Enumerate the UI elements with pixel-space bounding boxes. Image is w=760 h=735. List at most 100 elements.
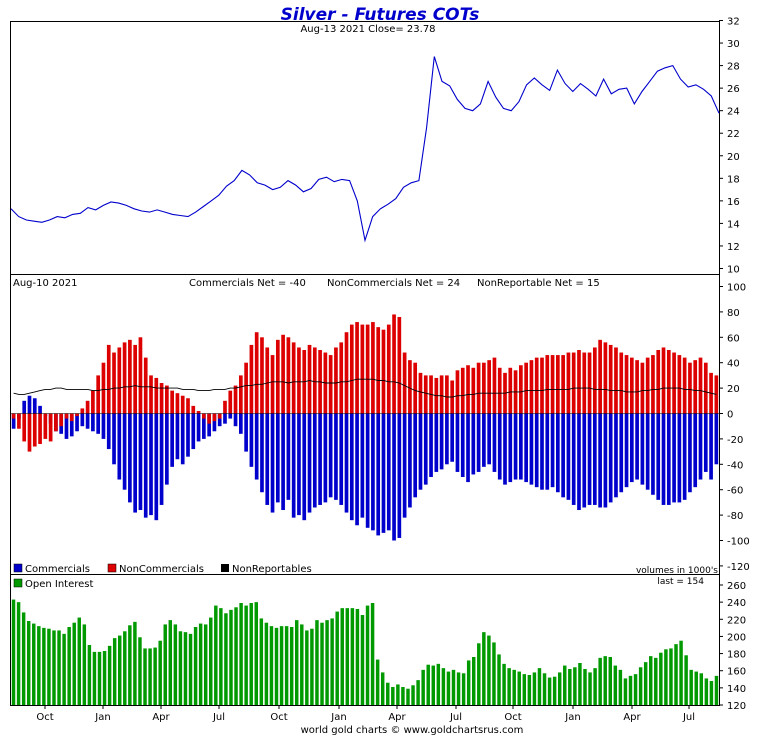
noncommercials-net-label: NonCommercials Net = 24 bbox=[327, 278, 460, 289]
nonreportable-net-label: NonReportable Net = 15 bbox=[477, 278, 600, 289]
noncommercials-bar bbox=[270, 355, 275, 414]
oi-y-tick-label: 240 bbox=[727, 598, 746, 609]
noncommercials-bar bbox=[244, 362, 248, 414]
noncommercials-bar bbox=[376, 327, 381, 414]
open-interest-bar bbox=[537, 668, 542, 705]
open-interest-bar bbox=[365, 605, 370, 705]
open-interest-bar bbox=[219, 608, 223, 705]
noncommercials-bar bbox=[64, 413, 69, 419]
noncommercials-bar bbox=[413, 362, 418, 414]
commercials-bar bbox=[360, 413, 365, 518]
cot-y-axis: -120 -100 -80 -60 -40 -20 0 20 40 60 80 100 bbox=[719, 283, 750, 573]
noncommercials-bar bbox=[508, 367, 513, 414]
cot-panel-frame bbox=[10, 274, 720, 575]
open-interest-bar bbox=[573, 667, 577, 705]
open-interest-bar bbox=[163, 624, 167, 705]
noncommercials-bar bbox=[371, 322, 375, 414]
oi-y-axis: 120 140 160 180 200 220 240 260 bbox=[719, 581, 746, 712]
commercials-bar bbox=[75, 413, 79, 432]
noncommercials-bar bbox=[577, 350, 581, 414]
x-tick-label: Apr bbox=[623, 712, 641, 723]
commercials-bar bbox=[635, 413, 639, 480]
commercials-bar bbox=[460, 413, 465, 477]
noncommercials-bar bbox=[482, 362, 486, 414]
open-interest-bar bbox=[466, 660, 471, 705]
noncommercials-bar bbox=[180, 395, 185, 414]
open-interest-bar bbox=[694, 671, 698, 705]
open-interest-bar bbox=[138, 637, 142, 705]
commercials-bar bbox=[223, 413, 227, 424]
price-y-tick-label: 30 bbox=[727, 39, 740, 50]
open-interest-bar bbox=[492, 642, 496, 705]
commercials-bar bbox=[397, 413, 402, 538]
commercials-bar bbox=[106, 413, 111, 450]
open-interest-bar bbox=[684, 655, 688, 705]
cot-y-tick-label: 20 bbox=[727, 384, 740, 395]
commercials-bar bbox=[27, 395, 32, 414]
price-line-series bbox=[10, 56, 720, 243]
open-interest-bar bbox=[249, 603, 253, 705]
open-interest-bar bbox=[502, 663, 506, 705]
commercials-bar bbox=[101, 413, 106, 439]
commercials-bar bbox=[434, 413, 439, 472]
commercials-bar bbox=[154, 413, 159, 521]
commercials-bar bbox=[577, 413, 581, 511]
cot-y-tick-label: -60 bbox=[727, 486, 743, 497]
commercials-bar bbox=[471, 413, 476, 475]
commercials-bar bbox=[703, 413, 708, 472]
open-interest-bar bbox=[153, 647, 157, 705]
x-tick-label: Oct bbox=[270, 712, 287, 723]
open-interest-bar bbox=[315, 620, 319, 705]
open-interest-bar bbox=[143, 648, 147, 705]
open-interest-bar bbox=[552, 676, 557, 705]
open-interest-bar bbox=[209, 617, 213, 705]
oi-bar-series bbox=[11, 599, 719, 705]
noncommercials-bar bbox=[106, 344, 111, 414]
open-interest-bar bbox=[284, 626, 289, 705]
noncommercials-bar bbox=[75, 413, 79, 417]
cot-legend: Commercials NonCommercials NonReportable… bbox=[13, 563, 312, 575]
noncommercials-bar bbox=[154, 377, 159, 414]
noncommercials-bar bbox=[202, 413, 206, 419]
commercials-bar bbox=[561, 413, 565, 498]
open-interest-bar bbox=[441, 668, 446, 705]
noncommercials-bar bbox=[566, 352, 571, 414]
commercials-bar bbox=[439, 413, 444, 470]
commercials-bar bbox=[519, 413, 523, 480]
x-tick-label: Oct bbox=[504, 712, 521, 723]
commercials-bar bbox=[85, 413, 90, 429]
noncommercials-bar bbox=[635, 360, 639, 414]
commercials-bar bbox=[328, 413, 333, 498]
open-interest-bar bbox=[345, 608, 350, 705]
price-y-tick-label: 32 bbox=[727, 17, 740, 28]
oi-legend: Open Interest bbox=[13, 578, 94, 590]
open-interest-bar bbox=[340, 608, 344, 705]
commercials-bar bbox=[339, 413, 344, 505]
noncommercials-bar bbox=[392, 314, 396, 414]
open-interest-bar bbox=[643, 662, 648, 705]
noncommercials-bar bbox=[207, 413, 211, 424]
commercials-bar bbox=[508, 413, 513, 483]
open-interest-bar bbox=[107, 645, 112, 705]
oi-y-tick-label: 200 bbox=[727, 632, 746, 643]
noncommercials-bar bbox=[122, 342, 127, 414]
noncommercials-bar bbox=[275, 339, 280, 414]
commercials-bar bbox=[413, 413, 418, 498]
open-interest-bar bbox=[699, 673, 704, 705]
commercials-bar bbox=[286, 413, 291, 500]
noncommercials-bar bbox=[497, 367, 502, 414]
open-interest-bar bbox=[360, 615, 365, 705]
commercials-bar bbox=[149, 413, 153, 516]
open-interest-bar bbox=[593, 668, 597, 705]
price-y-tick-label: 14 bbox=[727, 219, 740, 230]
open-interest-bar bbox=[47, 628, 51, 705]
price-y-tick-label: 20 bbox=[727, 152, 740, 163]
legend-commercials: Commercials bbox=[25, 564, 90, 575]
commercials-bar bbox=[212, 413, 217, 432]
noncommercials-bar bbox=[624, 355, 629, 414]
open-interest-bar bbox=[406, 688, 410, 705]
open-interest-bar bbox=[178, 631, 183, 705]
commercials-bar bbox=[466, 413, 470, 483]
commercials-bar bbox=[244, 413, 248, 452]
open-interest-bar bbox=[638, 667, 643, 705]
